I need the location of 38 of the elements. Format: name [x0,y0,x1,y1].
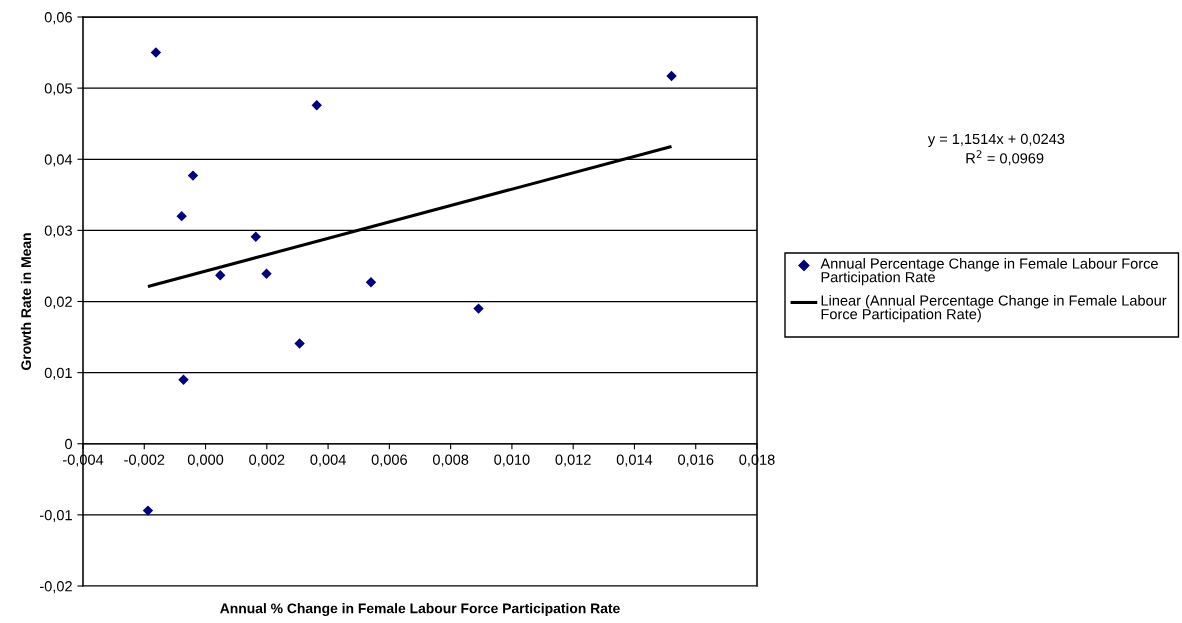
x-tick-label: 0,012 [555,454,591,467]
x-tick-label: 0,000 [187,454,224,467]
x-tick-label: 0,010 [494,454,530,467]
y-tick-label: 0 [65,438,73,450]
x-tick-label: 0,002 [249,454,285,467]
point [666,70,677,82]
point [250,231,261,242]
point [473,303,484,314]
x-tick-label: 0,008 [432,454,469,467]
y-tick-label: 0,06 [44,12,72,25]
point [178,374,189,385]
x-axis-title: Annual % Change in Female Labour Force Participation Rate [220,603,620,617]
point [311,100,322,111]
point [365,277,377,288]
legend-label: Annual Percentage Change in Female Labour Force Participation Rate [820,258,1158,286]
point [215,269,226,281]
legend-label: Linear (Annual Percentage Change in Female Labour Force Participation Rate) [821,295,1167,323]
y-tick-label: 0,02 [44,296,72,309]
x-tick-label: 0,014 [616,454,653,467]
text: y = 1,1514x + 0,0243 [927,133,1065,147]
y-tick-label: -0,01 [39,509,72,523]
point [150,47,162,58]
x-tick-label: 0,016 [678,454,714,467]
x-tick-label: 0,004 [310,454,346,467]
point [187,170,199,181]
y-tick-label: 0,04 [44,154,73,167]
x-tick-label: -0,002 [124,454,165,467]
y-tick-label: -0,02 [39,581,72,594]
point [261,268,272,279]
x-tick-label: 0,006 [371,454,407,467]
point [142,505,154,516]
y-axis-title: Growth Rate in Mean [20,233,32,370]
y-tick-label: 0,03 [44,225,72,238]
point [176,210,187,222]
point [294,338,305,349]
y-tick-label: 0,05 [44,83,72,96]
text: R$^{2}$ = 0,0969 [966,150,1044,166]
y-tick-label: 0,01 [44,367,72,380]
